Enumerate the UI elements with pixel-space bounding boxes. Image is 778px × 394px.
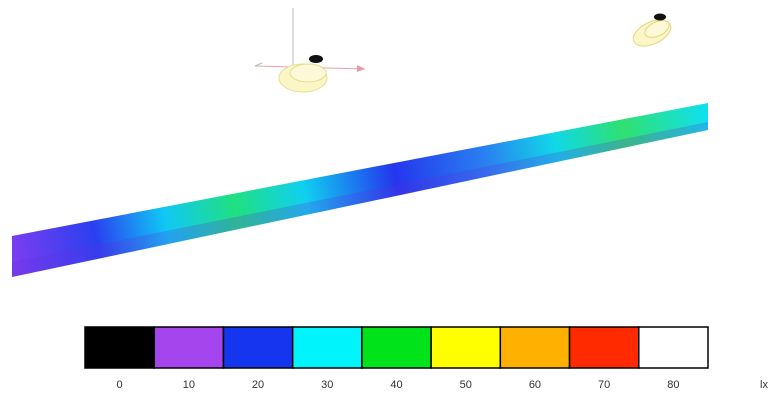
legend-swatch bbox=[638, 326, 709, 369]
legend-label: 0 bbox=[117, 379, 123, 391]
road-shade bbox=[12, 122, 708, 277]
legend-swatch bbox=[84, 326, 155, 369]
color-legend: 0 10 20 30 40 50 60 70 80 bbox=[84, 326, 709, 391]
legend-unit: lx bbox=[760, 379, 768, 391]
legend-label: 40 bbox=[390, 379, 402, 391]
legend-swatch bbox=[222, 326, 294, 369]
legend-label: 20 bbox=[252, 379, 264, 391]
legend-swatch bbox=[361, 326, 432, 369]
legend-label: 70 bbox=[598, 379, 610, 391]
legend-label: 50 bbox=[460, 379, 472, 391]
luminaire bbox=[254, 8, 366, 93]
legend-swatch bbox=[153, 326, 225, 369]
road-surface bbox=[12, 103, 708, 277]
luminaire bbox=[632, 13, 672, 47]
legend-label: 30 bbox=[321, 379, 333, 391]
legend-label: 60 bbox=[529, 379, 541, 391]
legend-label: 10 bbox=[183, 379, 195, 391]
legend-swatch bbox=[291, 326, 363, 369]
legend-swatch bbox=[430, 326, 502, 369]
legend-swatch bbox=[568, 326, 640, 369]
legend-swatch bbox=[499, 326, 571, 369]
legend-label: 80 bbox=[667, 379, 679, 391]
